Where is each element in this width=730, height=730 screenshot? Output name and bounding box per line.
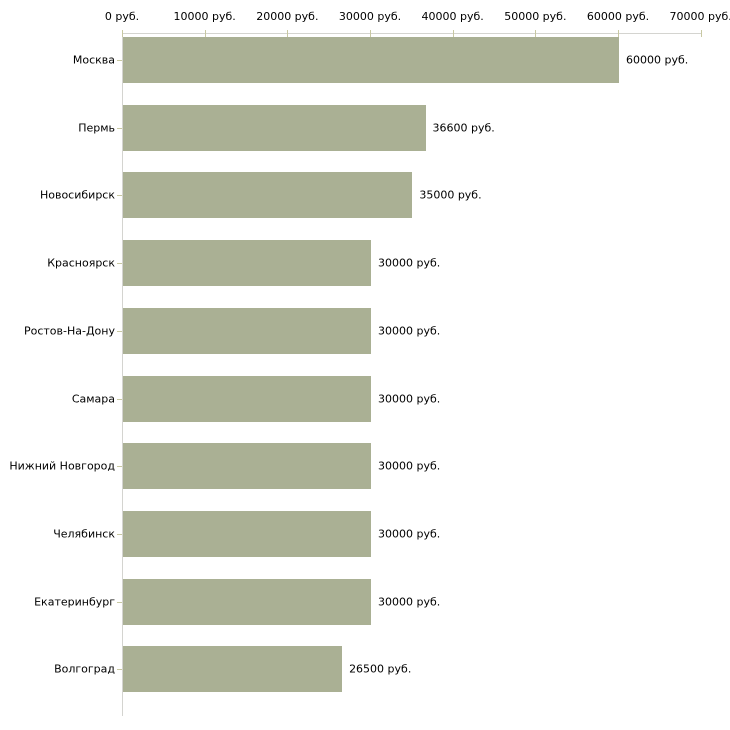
bar — [123, 375, 371, 422]
category-tick — [117, 330, 122, 332]
category-label: Красноярск — [47, 256, 115, 270]
x-axis-tick — [204, 30, 206, 37]
value-label: 30000 руб. — [378, 527, 441, 541]
value-label: 60000 руб. — [626, 53, 689, 67]
x-axis-tick-label: 50000 руб. — [504, 10, 567, 23]
x-axis-line — [122, 33, 701, 34]
value-label: 30000 руб. — [378, 595, 441, 609]
category-label: Ростов-На-Дону — [23, 324, 115, 338]
bar — [123, 510, 371, 557]
bar — [123, 307, 371, 354]
bar — [123, 443, 371, 490]
category-tick — [117, 669, 122, 671]
bar — [123, 172, 413, 219]
x-axis-tick — [700, 30, 702, 37]
bar — [123, 646, 343, 693]
bar — [123, 578, 371, 625]
value-label: 30000 руб. — [378, 392, 441, 405]
value-label: 26500 руб. — [349, 662, 412, 676]
value-label: 30000 руб. — [378, 256, 441, 270]
value-label: 36600 руб. — [432, 121, 495, 135]
x-axis-tick — [370, 30, 371, 37]
y-axis-line — [122, 33, 123, 716]
value-label: 30000 руб. — [378, 324, 441, 338]
x-axis-tick — [535, 30, 537, 37]
category-tick — [117, 195, 122, 197]
x-axis-tick — [122, 30, 123, 37]
x-axis-tick-label: 20000 руб. — [256, 10, 319, 23]
x-axis-tick-label: 0 руб. — [104, 10, 140, 23]
category-tick — [117, 127, 122, 129]
category-tick — [117, 263, 122, 265]
value-label: 35000 руб. — [419, 188, 482, 202]
category-tick — [117, 601, 122, 603]
category-tick — [117, 466, 122, 468]
bar — [123, 37, 619, 83]
x-axis-tick-label: 30000 руб. — [338, 10, 402, 23]
category-tick — [117, 533, 122, 535]
bar — [123, 104, 426, 151]
category-label: Челябинск — [53, 527, 115, 541]
category-label: Нижний Новгород — [9, 459, 115, 473]
x-axis-tick-label: 60000 руб. — [586, 10, 650, 23]
category-tick — [117, 60, 122, 61]
x-axis-tick — [452, 30, 454, 37]
category-label: Самара — [71, 392, 115, 405]
x-axis-tick — [287, 30, 289, 37]
category-label: Екатеринбург — [34, 595, 115, 609]
category-tick — [117, 398, 122, 400]
x-axis-tick — [618, 30, 619, 37]
value-label: 30000 руб. — [378, 459, 441, 473]
category-label: Новосибирск — [39, 188, 115, 202]
x-axis-tick-label: 10000 руб. — [173, 10, 236, 23]
category-label: Москва — [72, 53, 115, 67]
x-axis-tick-label: 40000 руб. — [421, 10, 484, 23]
category-label: Волгоград — [54, 662, 115, 676]
bar — [123, 240, 371, 287]
x-axis-tick-label: 70000 руб. — [669, 10, 730, 23]
category-label: Пермь — [78, 121, 115, 135]
